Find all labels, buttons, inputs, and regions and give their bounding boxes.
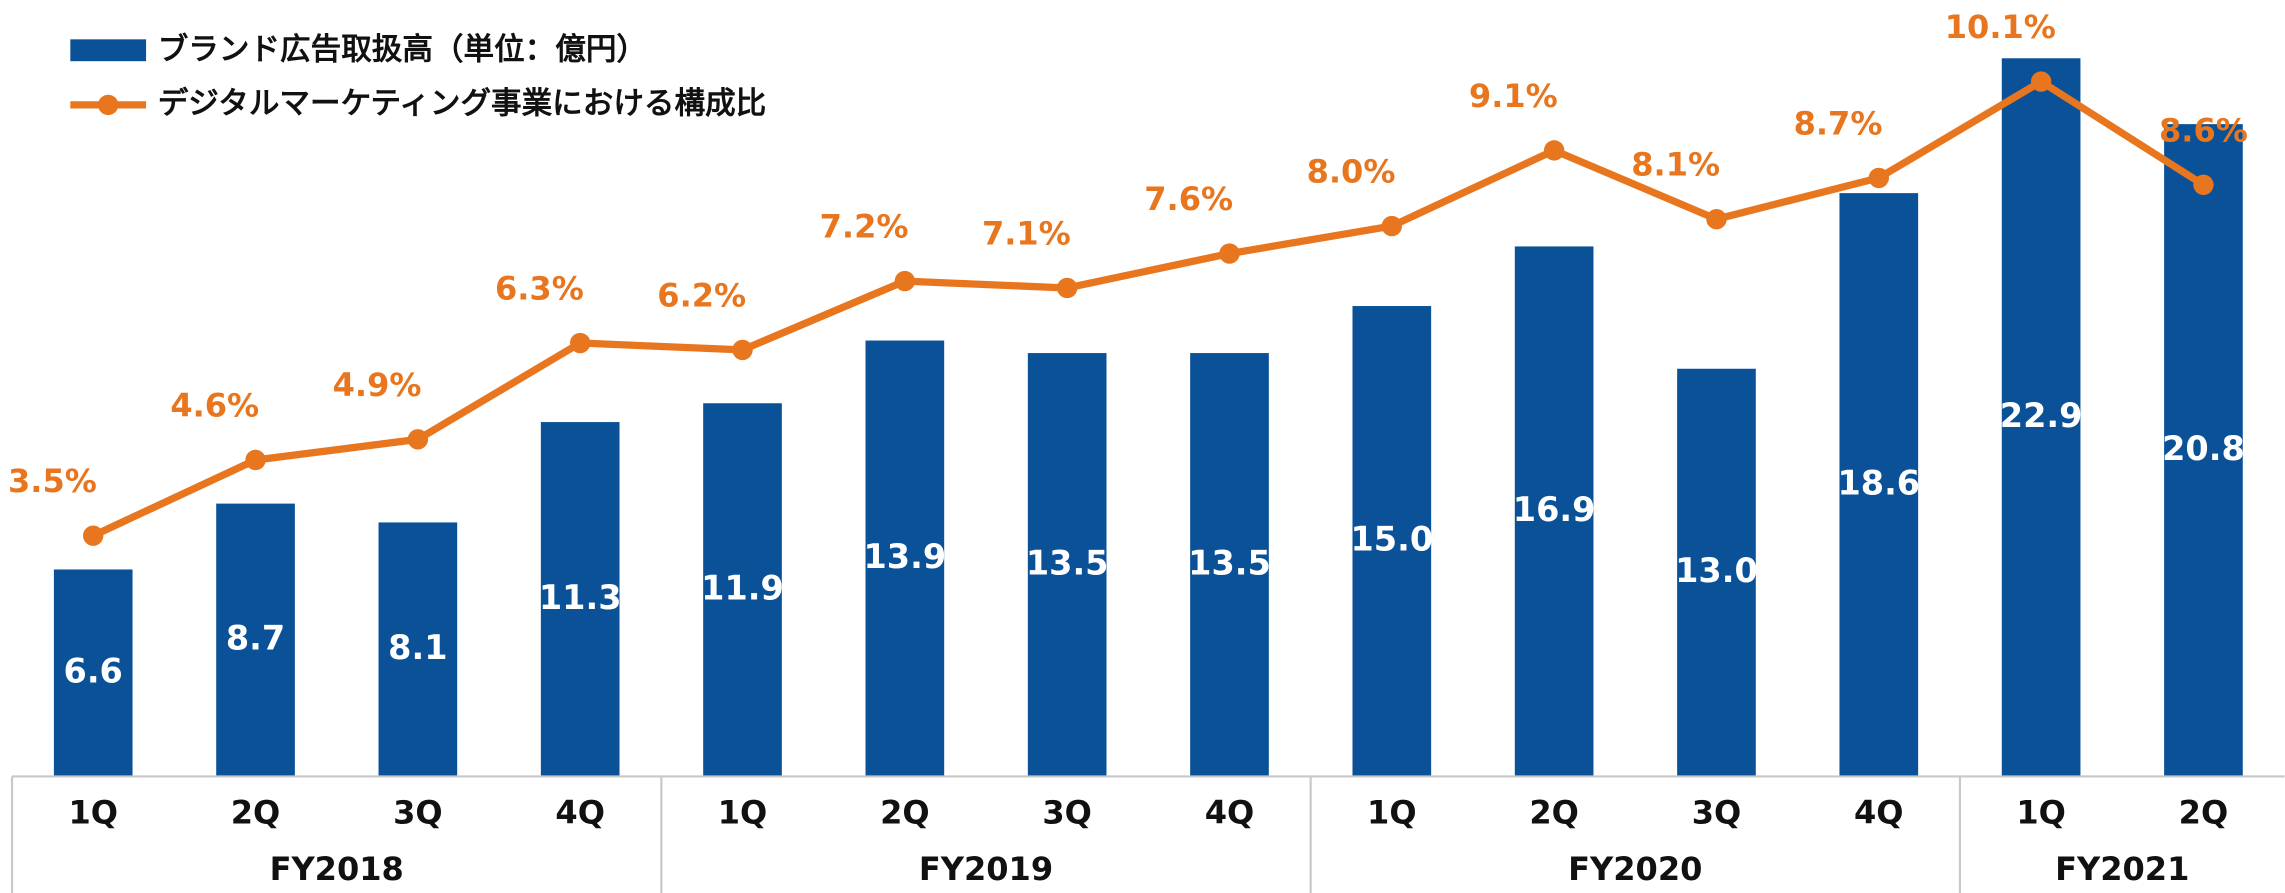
bar-value-label: 8.7 [226, 619, 285, 658]
line [91, 77, 2206, 539]
line-marker [1706, 208, 1727, 230]
legend-label: ブランド広告取扱高（単位：億円） [158, 31, 647, 67]
bar [2164, 124, 2243, 777]
legend-label: デジタルマーケティング事業における構成比 [158, 85, 767, 121]
bar [1514, 246, 1594, 777]
line-marker [1543, 140, 1565, 161]
line-marker [1381, 215, 1403, 237]
line-value-label: 7.1% [982, 215, 1071, 253]
x-tick-label: 1Q [1367, 793, 1417, 831]
bar-value-label: 8.1 [388, 628, 447, 667]
bar [540, 422, 620, 777]
x-tick-label: 2Q [880, 793, 930, 831]
line-value-label: 8.7% [1794, 104, 1883, 142]
bar [1190, 353, 1269, 777]
legend-swatch [70, 39, 147, 62]
x-tick-label: 3Q [1692, 793, 1742, 831]
bar [1352, 306, 1432, 777]
x-tick-label: 1Q [68, 793, 118, 831]
x-tick-label: 3Q [1042, 793, 1092, 831]
x-tick-label: 4Q [1205, 793, 1255, 831]
line-marker [245, 449, 266, 471]
line-value-label: 8.6% [2159, 111, 2248, 149]
x-tick-label: 4Q [555, 793, 605, 831]
line-value-label: 10.1% [1945, 8, 2056, 46]
line-value-label: 4.6% [170, 387, 259, 425]
bar [53, 569, 133, 777]
x-tick-label: 3Q [393, 793, 443, 831]
x-tick-label: 4Q [1854, 793, 1904, 831]
x-tick-label: 1Q [2016, 793, 2066, 831]
x-tick-label: 1Q [718, 793, 768, 831]
line-value-label: 6.3% [495, 270, 584, 308]
group-label: FY2020 [1568, 850, 1702, 888]
bar [703, 403, 782, 777]
line-marker [1868, 167, 1889, 189]
line-marker [1219, 243, 1240, 264]
line-value-label: 9.1% [1469, 77, 1558, 115]
bar-value-label: 6.6 [64, 651, 123, 690]
legend-marker [97, 94, 119, 116]
group-label: FY2019 [919, 850, 1053, 888]
line-marker [83, 525, 104, 546]
group-label: FY2018 [270, 850, 404, 888]
bar-value-label: 22.9 [2000, 396, 2083, 435]
line-marker [2030, 71, 2052, 92]
line-marker [1056, 277, 1078, 299]
bar [865, 340, 945, 777]
x-tick-label: 2Q [2179, 793, 2229, 831]
x-tick-label: 2Q [1529, 793, 1579, 831]
bar-value-label: 18.6 [1837, 463, 1920, 502]
bar-value-label: 11.9 [701, 568, 784, 607]
line-marker [732, 339, 753, 361]
bar-value-label: 16.9 [1513, 490, 1596, 529]
bar [216, 503, 295, 777]
line-value-label: 7.6% [1144, 180, 1233, 218]
line-value-label: 6.2% [657, 276, 746, 314]
line-marker [569, 332, 591, 354]
bar-value-label: 15.0 [1350, 520, 1433, 559]
line-marker [894, 270, 916, 292]
bar-value-label: 13.0 [1675, 551, 1758, 590]
line-value-label: 8.0% [1307, 153, 1396, 191]
bar [1027, 353, 1107, 777]
bar-value-label: 13.5 [1188, 543, 1271, 582]
bar [378, 522, 458, 777]
bar [1839, 193, 1919, 777]
bar-value-label: 13.9 [864, 537, 947, 576]
x-tick-label: 2Q [231, 793, 281, 831]
bar [1677, 368, 1756, 777]
line-marker [2193, 174, 2214, 195]
line-value-label: 3.5% [8, 462, 97, 500]
group-label: FY2021 [2055, 850, 2189, 888]
line-marker [407, 429, 429, 450]
line-value-label: 7.2% [820, 208, 909, 246]
line-value-label: 8.1% [1631, 146, 1720, 184]
bar-value-label: 11.3 [539, 578, 622, 617]
line-value-label: 4.9% [333, 366, 422, 404]
bar [2001, 58, 2081, 777]
bar-value-label: 20.8 [2162, 429, 2245, 468]
bar-value-label: 13.5 [1026, 543, 1109, 582]
